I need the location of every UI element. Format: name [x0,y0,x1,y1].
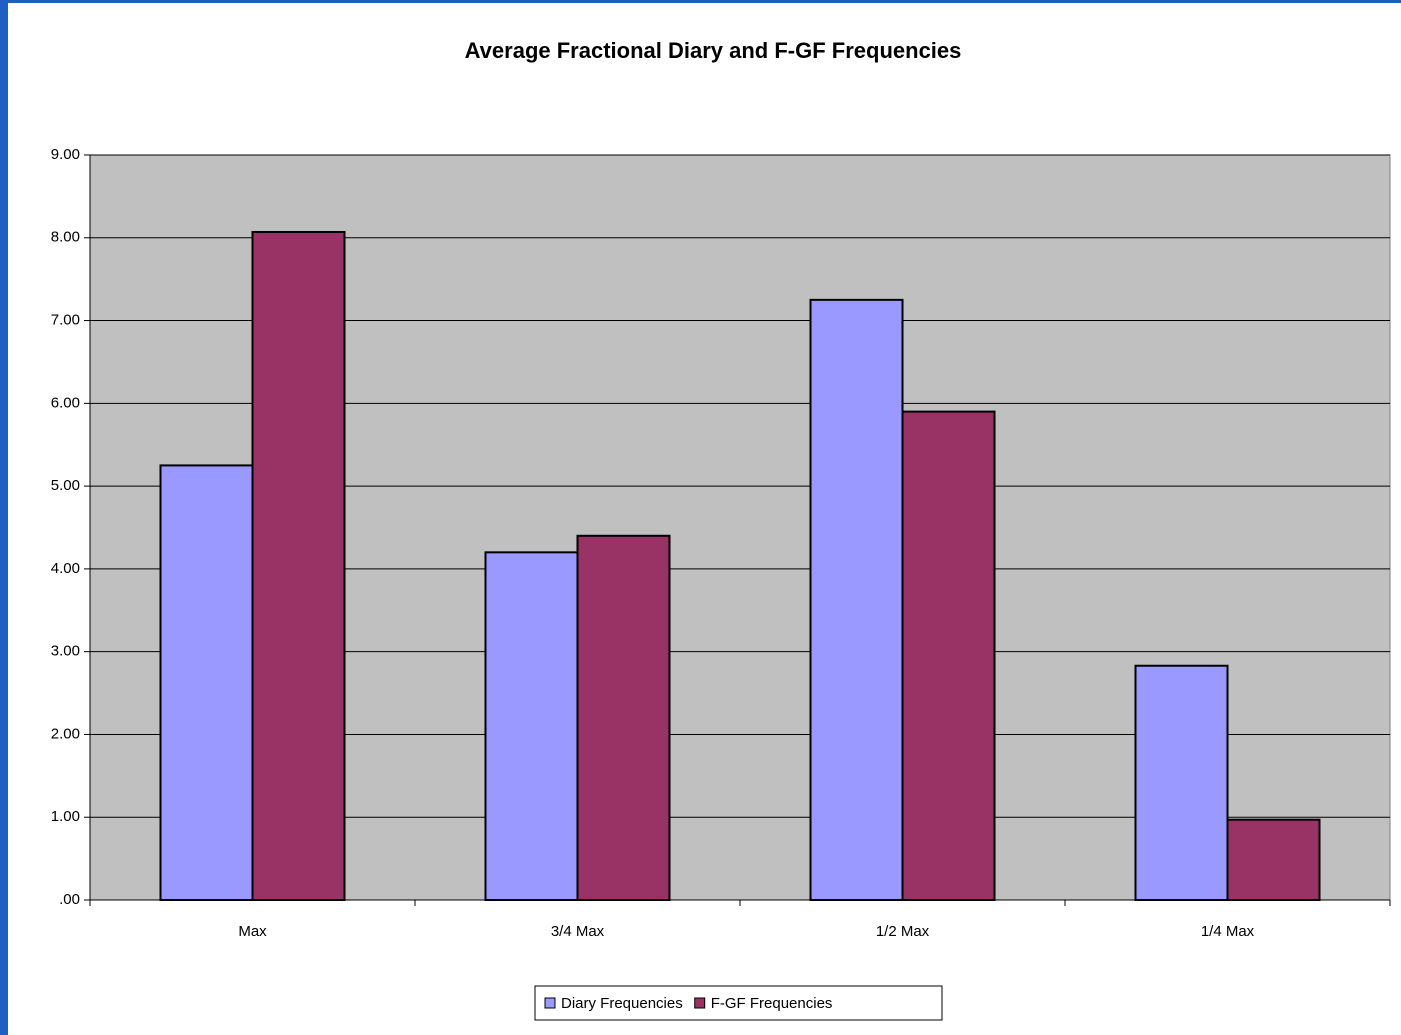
y-tick-label: 6.00 [51,394,80,411]
y-tick-label: 2.00 [51,725,80,742]
x-tick-label: 1/4 Max [1201,923,1255,940]
y-tick-label: 8.00 [51,229,80,246]
bar [251,230,346,901]
bar [809,298,904,902]
bar [484,551,579,901]
x-tick-label: 3/4 Max [551,923,605,940]
bar [159,464,254,901]
bar [1134,664,1229,901]
bar [1226,818,1321,902]
legend-label: F-GF Frequencies [711,995,833,1012]
bar [901,410,996,901]
y-tick-label: 7.00 [51,312,80,329]
legend-swatch [544,997,556,1009]
x-tick-label: 1/2 Max [876,923,930,940]
legend-label: Diary Frequencies [561,995,683,1012]
legend-swatch [694,997,706,1009]
y-tick-label: 3.00 [51,643,80,660]
y-tick-label: 4.00 [51,560,80,577]
legend-box [534,985,943,1021]
y-tick-label: 5.00 [51,477,80,494]
y-tick-label: 1.00 [51,808,80,825]
y-tick-label: .00 [59,891,80,908]
chart-title: Average Fractional Diary and F-GF Freque… [465,38,962,63]
bar [576,534,671,901]
x-tick-label: Max [238,923,267,940]
y-tick-label: 9.00 [51,146,80,163]
